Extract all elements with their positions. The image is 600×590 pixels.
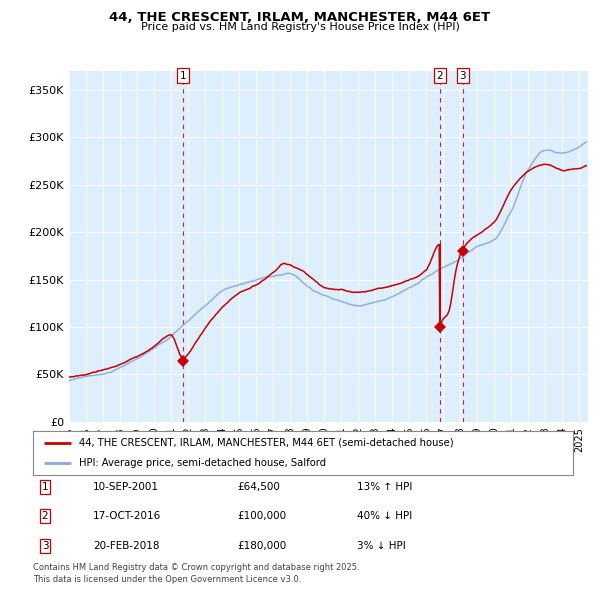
Text: 17-OCT-2016: 17-OCT-2016: [93, 512, 161, 521]
Text: 3% ↓ HPI: 3% ↓ HPI: [357, 541, 406, 550]
Text: 2: 2: [41, 512, 49, 521]
Text: £64,500: £64,500: [237, 482, 280, 491]
Text: £100,000: £100,000: [237, 512, 286, 521]
Text: 40% ↓ HPI: 40% ↓ HPI: [357, 512, 412, 521]
Text: 20-FEB-2018: 20-FEB-2018: [93, 541, 160, 550]
Text: 3: 3: [459, 71, 466, 81]
Text: 44, THE CRESCENT, IRLAM, MANCHESTER, M44 6ET (semi-detached house): 44, THE CRESCENT, IRLAM, MANCHESTER, M44…: [79, 438, 454, 448]
Text: 3: 3: [41, 541, 49, 550]
Text: 1: 1: [41, 482, 49, 491]
Text: 10-SEP-2001: 10-SEP-2001: [93, 482, 159, 491]
Text: Price paid vs. HM Land Registry's House Price Index (HPI): Price paid vs. HM Land Registry's House …: [140, 22, 460, 32]
Text: Contains HM Land Registry data © Crown copyright and database right 2025.
This d: Contains HM Land Registry data © Crown c…: [33, 563, 359, 584]
Text: 1: 1: [179, 71, 186, 81]
Text: 13% ↑ HPI: 13% ↑ HPI: [357, 482, 412, 491]
Text: £180,000: £180,000: [237, 541, 286, 550]
Text: 44, THE CRESCENT, IRLAM, MANCHESTER, M44 6ET: 44, THE CRESCENT, IRLAM, MANCHESTER, M44…: [109, 11, 491, 24]
Text: HPI: Average price, semi-detached house, Salford: HPI: Average price, semi-detached house,…: [79, 458, 326, 468]
Text: 2: 2: [436, 71, 443, 81]
